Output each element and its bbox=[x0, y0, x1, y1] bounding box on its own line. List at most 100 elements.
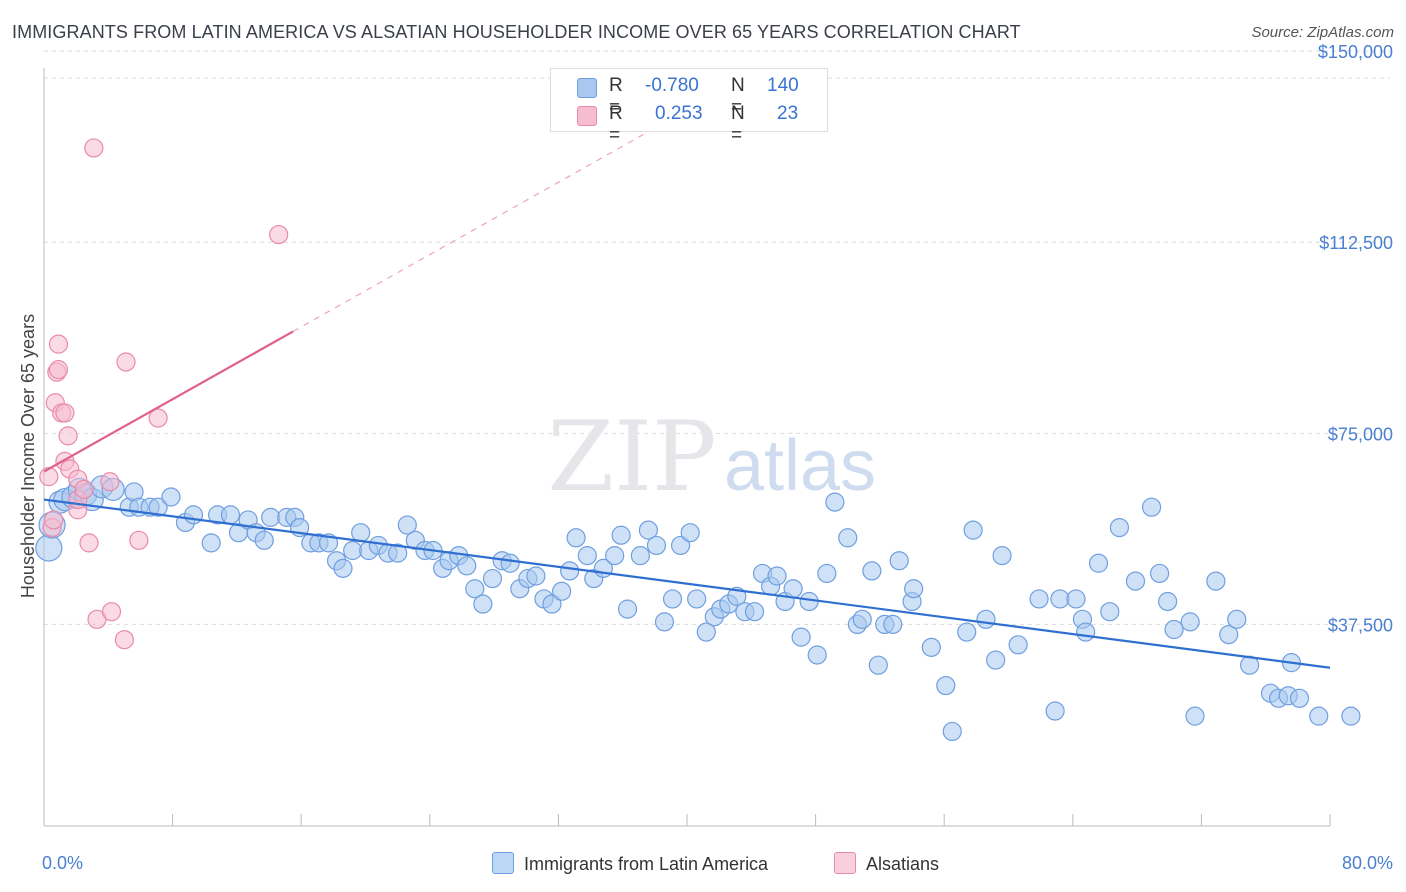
legend-r-label: R = bbox=[609, 75, 623, 118]
point-alsatians bbox=[48, 360, 69, 380]
point-latin-america bbox=[333, 558, 353, 578]
point-latin-america bbox=[1029, 589, 1049, 609]
point-latin-america bbox=[1309, 706, 1329, 726]
chart-title: IMMIGRANTS FROM LATIN AMERICA VS ALSATIA… bbox=[12, 22, 1021, 42]
point-latin-america bbox=[473, 594, 493, 614]
point-alsatians bbox=[58, 426, 78, 446]
point-latin-america bbox=[560, 561, 580, 581]
point-latin-america bbox=[992, 546, 1012, 566]
watermark-atlas: atlas bbox=[724, 426, 876, 506]
point-latin-america bbox=[1088, 553, 1109, 573]
point-latin-america bbox=[670, 535, 691, 556]
point-latin-america bbox=[220, 505, 241, 525]
point-latin-america bbox=[817, 563, 837, 584]
y-tick-label: $112,500 bbox=[1319, 233, 1393, 253]
point-latin-america bbox=[904, 579, 924, 599]
point-latin-america bbox=[542, 594, 562, 614]
y-tick-label: $75,000 bbox=[1328, 424, 1393, 444]
point-latin-america bbox=[883, 614, 903, 635]
watermark: ZIP atlas bbox=[547, 401, 876, 513]
trend-lines bbox=[43, 91, 1331, 669]
point-latin-america bbox=[963, 520, 983, 540]
legend-n-value: 140 bbox=[767, 75, 799, 96]
point-alsatians bbox=[129, 530, 149, 550]
x-tick-labels: 0.0% 80.0% bbox=[42, 853, 1393, 873]
point-latin-america bbox=[783, 579, 803, 599]
point-latin-america bbox=[662, 589, 683, 609]
point-latin-america bbox=[976, 609, 996, 629]
point-latin-america bbox=[148, 497, 168, 517]
point-latin-america bbox=[343, 540, 363, 561]
point-latin-america bbox=[654, 612, 675, 632]
point-latin-america bbox=[889, 551, 909, 571]
point-alsatians bbox=[100, 472, 120, 492]
point-alsatians bbox=[55, 403, 75, 423]
point-latin-america bbox=[1158, 591, 1178, 612]
point-latin-america bbox=[825, 492, 845, 512]
point-latin-america bbox=[183, 505, 204, 525]
point-latin-america bbox=[526, 566, 546, 586]
point-latin-america bbox=[1050, 589, 1070, 609]
point-latin-america bbox=[500, 553, 520, 573]
x-tick-label: 0.0% bbox=[42, 853, 83, 873]
point-alsatians bbox=[114, 630, 134, 650]
point-alsatians bbox=[39, 467, 59, 487]
point-latin-america bbox=[1141, 497, 1162, 517]
point-latin-america bbox=[838, 528, 858, 548]
x-tick-label: 80.0% bbox=[1342, 853, 1393, 873]
legend-swatch-alsatians bbox=[577, 106, 597, 126]
legend-r-value: 0.253 bbox=[655, 103, 703, 124]
point-latin-america bbox=[767, 566, 787, 586]
y-axis-label: Householder Income Over 65 years bbox=[18, 314, 38, 598]
legend-r-label: R = bbox=[609, 103, 623, 146]
point-latin-america bbox=[1185, 706, 1205, 726]
bottom-legend-latin-america: Immigrants from Latin America bbox=[492, 852, 768, 875]
legend-n-label: N = bbox=[731, 103, 745, 146]
point-latin-america bbox=[1125, 571, 1146, 591]
point-latin-america bbox=[1164, 619, 1184, 640]
point-latin-america bbox=[680, 523, 700, 543]
point-latin-america bbox=[552, 581, 572, 601]
bottom-legend-alsatians: Alsatians bbox=[834, 852, 939, 875]
point-latin-america bbox=[1076, 622, 1096, 642]
point-latin-america bbox=[646, 535, 667, 556]
point-latin-america bbox=[1066, 589, 1086, 609]
point-latin-america bbox=[254, 530, 274, 550]
legend-n-label: N = bbox=[731, 75, 745, 118]
point-latin-america bbox=[1289, 688, 1310, 708]
legend-swatch-latin-america bbox=[577, 78, 597, 98]
point-latin-america bbox=[35, 534, 63, 562]
point-latin-america bbox=[566, 528, 586, 548]
trend-line-alsatians bbox=[43, 330, 294, 473]
point-latin-america bbox=[1109, 517, 1130, 538]
point-alsatians bbox=[269, 224, 289, 245]
point-alsatians bbox=[148, 408, 168, 428]
point-latin-america bbox=[862, 561, 882, 581]
point-latin-america bbox=[1008, 635, 1028, 655]
point-latin-america bbox=[617, 599, 638, 619]
point-latin-america bbox=[201, 533, 221, 553]
legend-r-value: -0.780 bbox=[645, 75, 699, 96]
point-latin-america bbox=[868, 655, 888, 675]
y-tick-label: $37,500 bbox=[1328, 615, 1393, 635]
point-latin-america bbox=[1341, 706, 1361, 726]
legend-label-latin-america: Immigrants from Latin America bbox=[524, 854, 769, 874]
legend: R = -0.780 N = 140 R = 0.253 N = 23 bbox=[550, 68, 828, 146]
point-latin-america bbox=[1219, 625, 1239, 645]
point-latin-america bbox=[942, 721, 962, 742]
point-alsatians bbox=[79, 533, 99, 553]
point-latin-america bbox=[687, 589, 707, 609]
point-alsatians bbox=[101, 602, 122, 622]
point-alsatians bbox=[48, 334, 69, 354]
point-latin-america bbox=[465, 579, 485, 599]
point-latin-america bbox=[388, 543, 408, 563]
y-tick-label: $150,000 bbox=[1318, 42, 1393, 62]
trend-line-latin-america bbox=[43, 498, 1331, 669]
legend-n-value: 23 bbox=[777, 103, 799, 124]
point-latin-america bbox=[161, 487, 181, 507]
point-latin-america bbox=[638, 520, 659, 540]
legend-swatch-latin-america bbox=[492, 852, 514, 874]
point-alsatians bbox=[116, 352, 136, 372]
point-latin-america bbox=[611, 525, 631, 545]
